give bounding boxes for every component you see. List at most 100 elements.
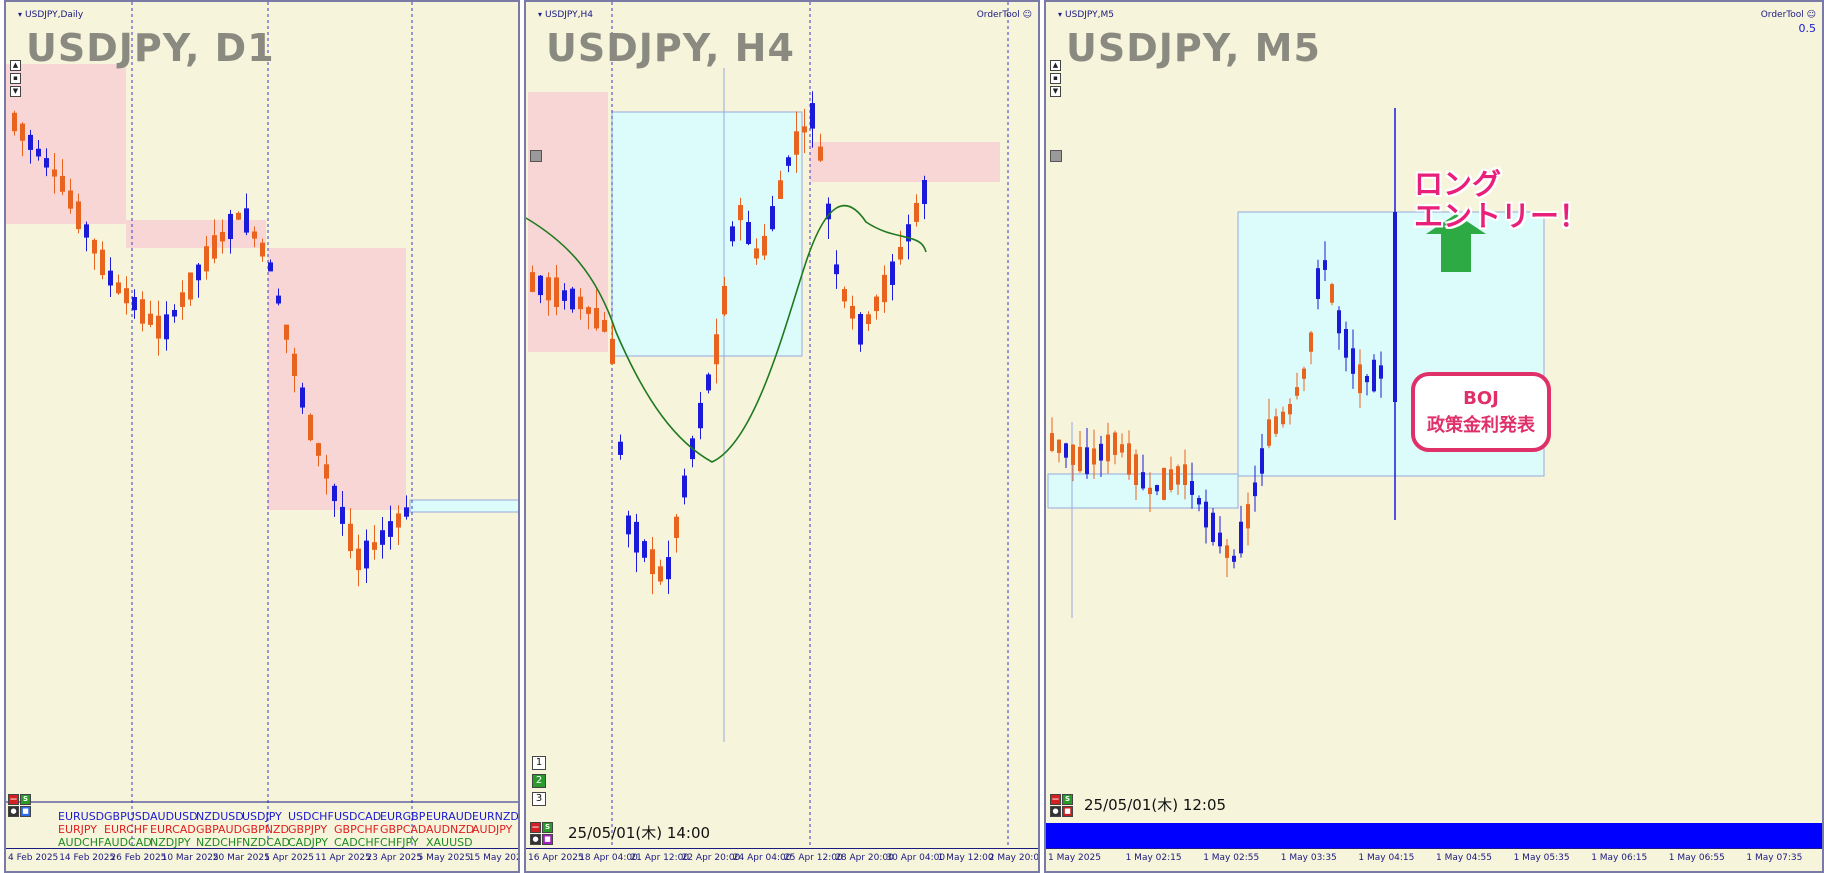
candle-body bbox=[906, 224, 911, 242]
m5-s-button[interactable]: S bbox=[1062, 794, 1073, 805]
scroll-up-button[interactable]: ▲ bbox=[10, 60, 21, 71]
zoom-button[interactable]: ▪ bbox=[10, 73, 21, 84]
symbol-pair-link[interactable]: AUDCHF bbox=[58, 836, 105, 849]
x-axis-tick-label: 1 May 02:15 bbox=[1125, 853, 1182, 863]
candle-body bbox=[324, 464, 329, 479]
candle-body bbox=[850, 305, 855, 319]
candle-body bbox=[1197, 498, 1201, 505]
d1-eye-icon[interactable]: ● bbox=[8, 806, 19, 817]
candle-body bbox=[12, 112, 17, 132]
symbol-pair-link[interactable]: NZDCAD bbox=[242, 836, 290, 849]
m5-x-axis: 1 May 2025 1 May 02:15 1 May 02:55 1 May 03… bbox=[1046, 848, 1822, 871]
candle-body bbox=[100, 249, 105, 276]
h4-s-button[interactable]: S bbox=[542, 822, 553, 833]
symbol-pair-link[interactable]: EURNZD bbox=[472, 810, 519, 823]
symbol-pair-link[interactable]: EURCAD bbox=[150, 823, 196, 836]
symbol-pair-link[interactable]: CADCHF bbox=[334, 836, 380, 849]
symbol-pair-link[interactable]: NZDJPY bbox=[150, 836, 191, 849]
chart-panel-h4[interactable]: ▾ USDJPY,H4 USDJPY, H4 OrderTool ☺ 1 2 3 … bbox=[524, 0, 1040, 873]
symbol-pair-link[interactable]: USDCHF bbox=[288, 810, 334, 823]
d1-control-buttons: ▲ ▪ ▼ bbox=[10, 60, 22, 99]
candle-body bbox=[1393, 212, 1397, 402]
boj-callout: BOJ 政策金利発表 bbox=[1411, 372, 1551, 452]
candle-body bbox=[252, 231, 257, 239]
candle-body bbox=[372, 542, 377, 550]
h4-chart-area bbox=[526, 2, 1038, 853]
chart-panel-m5[interactable]: ▾ USDJPY,M5 USDJPY, M5 OrderTool ☺ 0.5 ▲ … bbox=[1044, 0, 1824, 873]
symbol-pair-link[interactable]: AUDUSD bbox=[150, 810, 198, 823]
timeframe-button-3[interactable]: 3 bbox=[532, 792, 546, 806]
symbol-pair-link[interactable]: USDCAD bbox=[334, 810, 382, 823]
symbol-pair-link[interactable]: GBPJPY bbox=[288, 823, 328, 836]
symbol-pair-link[interactable]: EURCHF bbox=[104, 823, 149, 836]
x-axis-tick-label: 1 May 05:35 bbox=[1513, 853, 1570, 863]
m5-side-marker[interactable] bbox=[1050, 150, 1062, 162]
d1-blue-toggle[interactable]: ■ bbox=[20, 806, 31, 817]
h4-purple-toggle[interactable]: ■ bbox=[542, 834, 553, 845]
zoom-button[interactable]: ▪ bbox=[1050, 73, 1061, 84]
candle-body bbox=[92, 239, 97, 254]
candle-body bbox=[914, 202, 919, 222]
candle-body bbox=[116, 282, 121, 294]
candle-body bbox=[1358, 364, 1362, 394]
timeframe-button-2[interactable]: 2 bbox=[532, 774, 546, 788]
candle-body bbox=[1127, 443, 1131, 475]
candle-body bbox=[1260, 448, 1264, 474]
chart-panel-d1[interactable]: ▾ USDJPY,Daily USDJPY, D1 ▲ ▪ ▼ — S ● ■ E… bbox=[4, 0, 520, 873]
h4-ordertool-label[interactable]: OrderTool ☺ bbox=[976, 10, 1032, 20]
d1-minus-button[interactable]: — bbox=[8, 794, 19, 805]
candle-body bbox=[682, 475, 687, 498]
m5-ordertool-label[interactable]: OrderTool ☺ bbox=[1760, 10, 1816, 20]
symbol-pair-link[interactable]: GBPAUD bbox=[196, 823, 243, 836]
pairs-row: EURUSD GBPUSD AUDUSD NZDUSD USDJPY USDCHF USDC… bbox=[58, 810, 518, 823]
candle-body bbox=[738, 205, 743, 221]
scroll-down-button[interactable]: ▼ bbox=[10, 86, 21, 97]
candle-body bbox=[388, 521, 393, 537]
candle-body bbox=[706, 374, 711, 391]
m5-red-toggle[interactable]: ■ bbox=[1062, 806, 1073, 817]
symbol-pair-link[interactable]: XAUUSD bbox=[426, 836, 473, 849]
candle-body bbox=[44, 158, 49, 168]
x-axis-tick-label: 1 May 03:35 bbox=[1280, 853, 1337, 863]
m5-eye-icon[interactable]: ● bbox=[1050, 806, 1061, 817]
symbol-pair-link[interactable]: GBPCAD bbox=[380, 823, 427, 836]
scroll-up-button[interactable]: ▲ bbox=[1050, 60, 1061, 71]
symbol-pair-link[interactable]: GBPCHF bbox=[334, 823, 379, 836]
candle-body bbox=[778, 180, 783, 199]
candle-body bbox=[276, 295, 281, 304]
candle-body bbox=[364, 540, 369, 569]
x-axis-tick-label: 11 Apr 2025 bbox=[315, 853, 371, 863]
m5-timestamp: 25/05/01(木) 12:05 bbox=[1084, 796, 1227, 814]
candle-body bbox=[1344, 329, 1348, 358]
symbol-pair-link[interactable]: AUDJPY bbox=[472, 823, 513, 836]
m5-window-title: ▾ USDJPY,M5 bbox=[1058, 10, 1114, 20]
symbol-pair-link[interactable]: EURJPY bbox=[58, 823, 97, 836]
h4-minus-button[interactable]: — bbox=[530, 822, 541, 833]
symbol-pair-link[interactable]: EURAUD bbox=[426, 810, 473, 823]
symbol-pair-link[interactable]: GBPNZD bbox=[242, 823, 289, 836]
x-axis-tick-label: 1 May 2025 bbox=[1048, 853, 1101, 863]
candle-body bbox=[1309, 332, 1313, 352]
symbol-pair-link[interactable]: CHFJPY bbox=[380, 836, 419, 849]
timeframe-button-1[interactable]: 1 bbox=[532, 756, 546, 770]
symbol-pair-link[interactable]: USDJPY bbox=[242, 810, 282, 823]
symbol-pair-link[interactable]: EURUSD bbox=[58, 810, 105, 823]
candle-body bbox=[786, 157, 791, 166]
symbol-pair-link[interactable]: NZDUSD bbox=[196, 810, 244, 823]
d1-s-button[interactable]: S bbox=[20, 794, 31, 805]
symbol-pair-link[interactable]: NZDCHF bbox=[196, 836, 243, 849]
symbol-pair-link[interactable]: AUDCAD bbox=[104, 836, 152, 849]
candle-body bbox=[810, 103, 815, 129]
symbol-pair-link[interactable]: AUDNZD bbox=[426, 823, 475, 836]
symbol-pair-link[interactable]: EURGBP bbox=[380, 810, 426, 823]
x-axis-tick-label: 1 May 02:55 bbox=[1203, 853, 1260, 863]
symbol-pair-link[interactable]: GBPUSD bbox=[104, 810, 151, 823]
h4-side-marker[interactable] bbox=[530, 150, 542, 162]
candle-body bbox=[834, 264, 839, 275]
x-axis-tick-label: 25 Apr 12:00 bbox=[784, 853, 843, 863]
symbol-pair-link[interactable]: CADJPY bbox=[288, 836, 329, 849]
candle-body bbox=[220, 231, 225, 242]
m5-minus-button[interactable]: — bbox=[1050, 794, 1061, 805]
h4-eye-icon[interactable]: ● bbox=[530, 834, 541, 845]
scroll-down-button[interactable]: ▼ bbox=[1050, 86, 1061, 97]
